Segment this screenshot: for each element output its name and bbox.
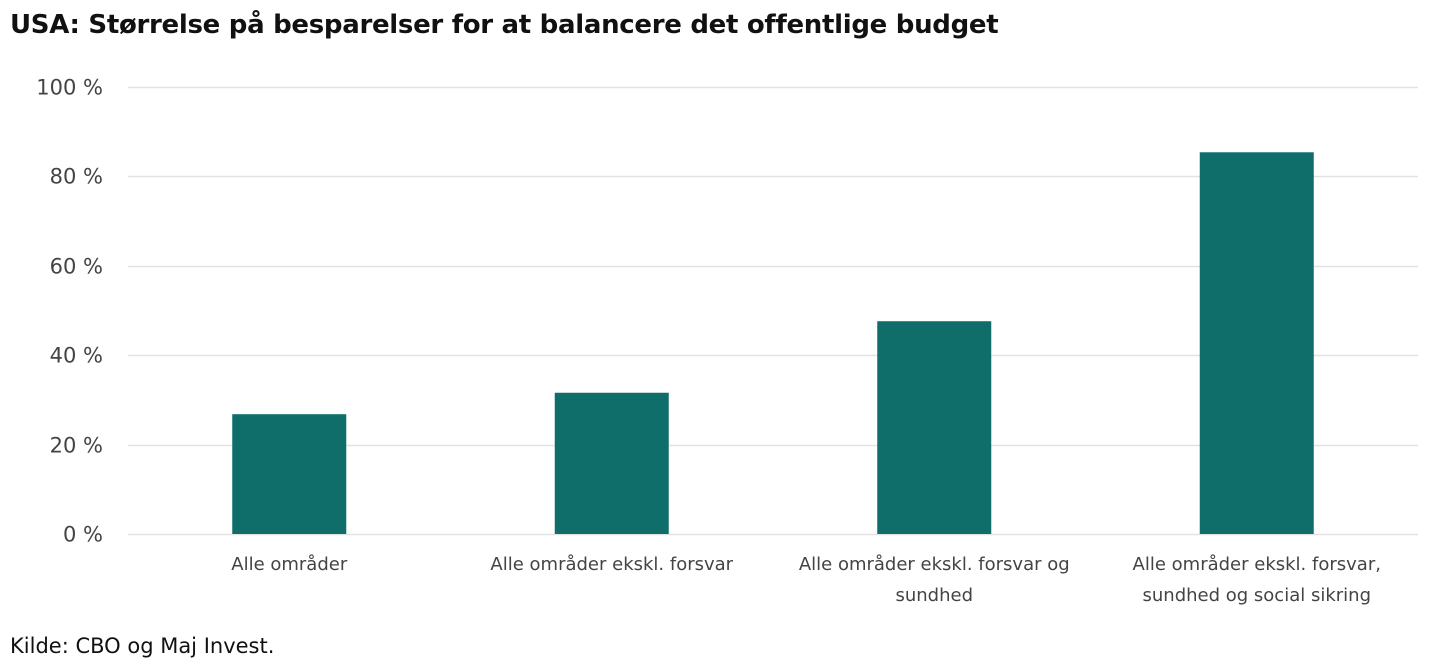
x-category-label: Alle områder ekskl. forsvar, sundhed og s…: [1133, 554, 1381, 606]
y-axis-ticks: 0 % 20 % 40 % 60 % 80 % 100 %: [36, 76, 103, 547]
chart-title: USA: Størrelse på besparelser for at bal…: [10, 10, 999, 40]
y-tick-label: 20 %: [50, 434, 103, 458]
x-category-label-line: Alle områder: [231, 554, 348, 575]
y-tick-label: 40 %: [50, 344, 103, 368]
x-category-label: Alle områder ekskl. forsvar: [490, 554, 733, 575]
source-note: Kilde: CBO og Maj Invest.: [10, 634, 275, 658]
bar: [1199, 152, 1314, 534]
y-tick-label: 80 %: [50, 165, 103, 189]
y-tick-label: 60 %: [50, 255, 103, 279]
bar: [232, 414, 347, 534]
bar: [554, 392, 669, 534]
x-category-label: Alle områder ekskl. forsvar og sundhed: [799, 554, 1070, 606]
x-category-label-line: Alle områder ekskl. forsvar: [490, 554, 733, 575]
x-category-label-line: Alle områder ekskl. forsvar og: [799, 554, 1070, 575]
x-category-label-line: Alle områder ekskl. forsvar,: [1133, 554, 1381, 575]
x-category-label-line: sundhed og social sikring: [1143, 585, 1372, 606]
bars: [232, 152, 1314, 534]
y-tick-label: 100 %: [36, 76, 103, 100]
bar: [877, 321, 992, 534]
y-tick-label: 0 %: [63, 523, 103, 547]
x-category-label-line: sundhed: [895, 585, 973, 606]
x-category-label: Alle områder: [231, 554, 348, 575]
x-axis-labels: Alle områder Alle områder ekskl. forsvar A…: [231, 554, 1381, 606]
